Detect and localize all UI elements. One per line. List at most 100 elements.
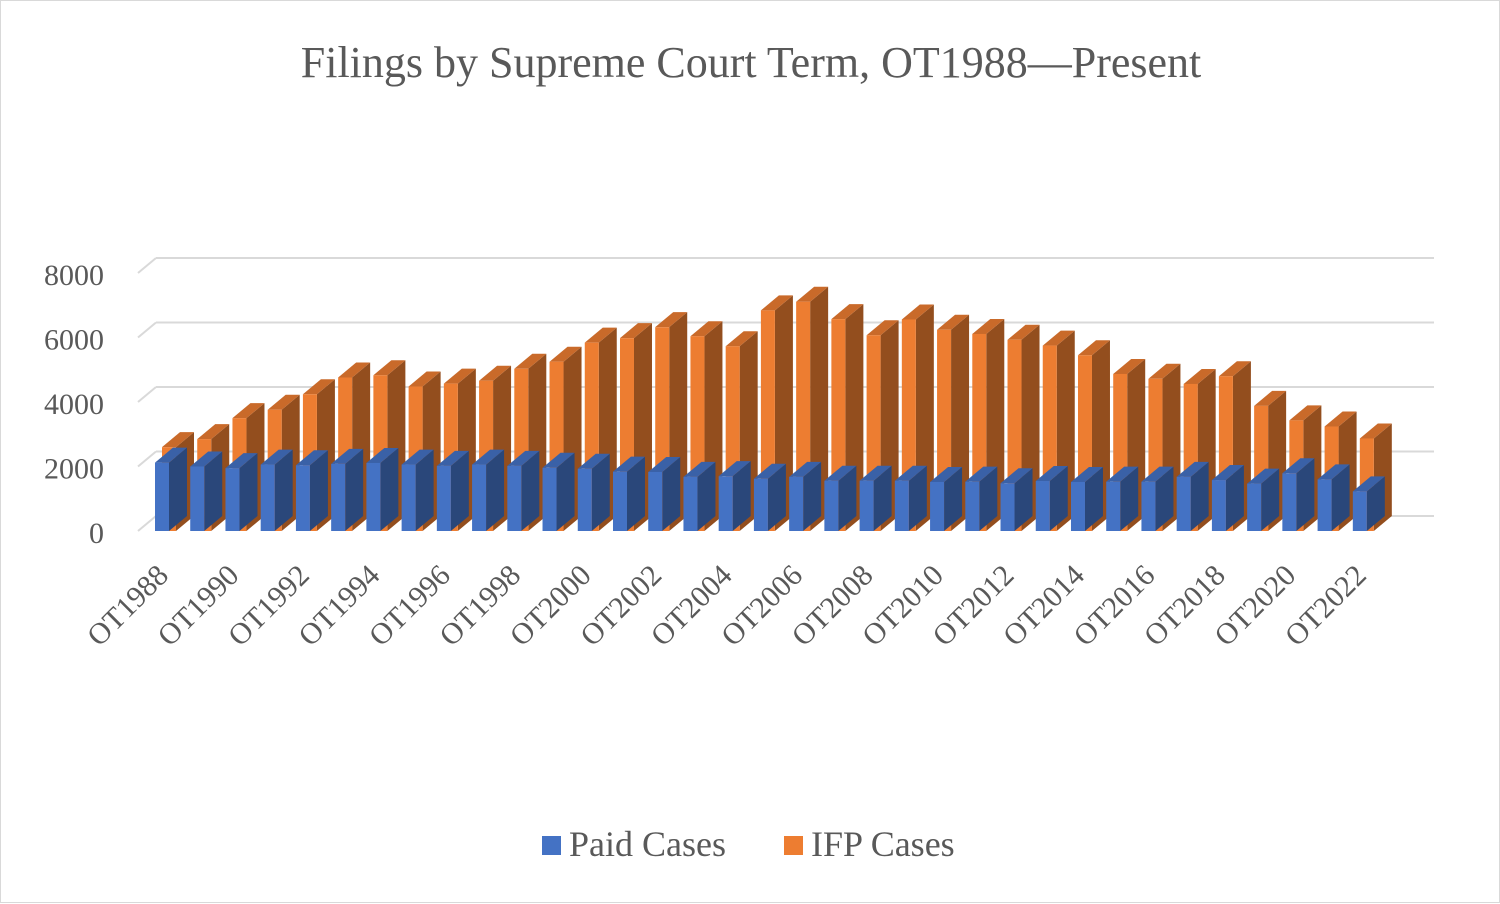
bar-top bbox=[1289, 405, 1322, 421]
bar-front bbox=[894, 480, 909, 531]
paid-bar bbox=[718, 461, 751, 531]
legend: Paid Cases IFP Cases bbox=[542, 824, 955, 864]
bar-side bbox=[556, 452, 575, 531]
bar-top bbox=[1141, 466, 1174, 482]
paid-bar bbox=[577, 453, 610, 531]
bar-top bbox=[1183, 368, 1216, 384]
bar-front bbox=[155, 462, 169, 531]
bar-top bbox=[1176, 461, 1209, 477]
legend-label: IFP Cases bbox=[811, 824, 955, 864]
bar-top bbox=[1317, 464, 1350, 480]
bar-top bbox=[542, 452, 575, 468]
y-tick-label: 2000 bbox=[44, 453, 104, 486]
bar-top bbox=[894, 465, 927, 481]
paid-bar bbox=[366, 447, 399, 531]
bar-top bbox=[1254, 390, 1287, 406]
bar-side bbox=[204, 451, 223, 531]
bar-side bbox=[1261, 468, 1280, 531]
bar-top bbox=[972, 318, 1005, 334]
bar-top bbox=[901, 304, 934, 320]
paid-bar bbox=[507, 450, 540, 531]
x-axis-ticks: OT1988OT1990OT1992OT1994OT1996OT1998OT20… bbox=[81, 559, 1373, 653]
paid-bar bbox=[1317, 464, 1350, 531]
bar-top bbox=[1148, 363, 1181, 379]
bar-front bbox=[1106, 481, 1121, 531]
bar-top bbox=[1035, 466, 1068, 482]
bar-front bbox=[1000, 483, 1015, 531]
paid-bar bbox=[753, 463, 786, 531]
bar-top bbox=[162, 432, 194, 448]
bar-side bbox=[1225, 465, 1244, 531]
bar-top bbox=[584, 327, 617, 343]
bar-side bbox=[274, 449, 293, 531]
bar-front bbox=[1176, 476, 1191, 531]
bar-front bbox=[401, 464, 416, 531]
bar-top bbox=[937, 314, 970, 330]
y-tick-label: 4000 bbox=[44, 388, 104, 421]
bar-top bbox=[577, 453, 610, 469]
bar-side bbox=[838, 465, 857, 531]
bar-top bbox=[331, 448, 364, 464]
bar-front bbox=[225, 468, 240, 531]
bar-side bbox=[239, 453, 258, 531]
bar-top bbox=[965, 466, 998, 482]
bar-side bbox=[1014, 468, 1033, 531]
paid-bar bbox=[612, 456, 645, 531]
bar-front bbox=[930, 481, 945, 531]
bar-top bbox=[472, 449, 505, 465]
paid-bar bbox=[1141, 466, 1174, 531]
bar-front bbox=[1035, 481, 1050, 531]
bar-front bbox=[824, 480, 839, 531]
paid-bar bbox=[1282, 458, 1315, 531]
bar-top bbox=[690, 321, 723, 337]
bar-front bbox=[331, 463, 346, 531]
bar-top bbox=[1106, 466, 1139, 482]
y-axis-ticks: 0 2000 4000 6000 8000 bbox=[44, 259, 104, 550]
bar-side bbox=[1366, 476, 1385, 531]
gridline-depth bbox=[137, 450, 157, 468]
y-tick-label: 0 bbox=[89, 517, 104, 550]
bar-top bbox=[225, 453, 258, 469]
bar-side bbox=[591, 453, 610, 531]
legend-label: Paid Cases bbox=[569, 824, 726, 864]
bar-side bbox=[1084, 466, 1103, 531]
paid-bar bbox=[1035, 466, 1068, 531]
bar-front bbox=[472, 464, 487, 531]
bar-top bbox=[1113, 358, 1146, 374]
bar-side bbox=[380, 447, 399, 531]
paid-bar bbox=[1070, 466, 1103, 531]
paid-bar bbox=[789, 461, 822, 531]
bar-top bbox=[197, 424, 230, 440]
legend-swatch bbox=[542, 836, 561, 855]
bar-side bbox=[944, 466, 963, 531]
bar-side bbox=[1155, 466, 1174, 531]
chart-title: Filings by Supreme Court Term, OT1988—Pr… bbox=[301, 38, 1202, 87]
bar-front bbox=[1141, 481, 1156, 531]
bar-front bbox=[507, 465, 522, 531]
bar-top bbox=[796, 286, 829, 302]
bar-top bbox=[648, 456, 681, 472]
bar-front bbox=[295, 465, 310, 531]
bar-side bbox=[450, 450, 469, 531]
paid-bar bbox=[331, 448, 364, 531]
bar-side bbox=[1049, 466, 1068, 531]
paid-bar bbox=[155, 447, 187, 531]
y-tick-label: 6000 bbox=[44, 324, 104, 357]
bar-top bbox=[366, 447, 399, 463]
bar-top bbox=[683, 461, 716, 477]
bar-top bbox=[1007, 324, 1040, 340]
bar-top bbox=[190, 451, 223, 467]
gridline-depth bbox=[137, 321, 157, 339]
bar-top bbox=[619, 323, 652, 339]
bar-front bbox=[542, 467, 557, 531]
paid-bar bbox=[824, 465, 857, 531]
bar-front bbox=[789, 476, 804, 531]
bar-side bbox=[1296, 458, 1315, 531]
paid-bar bbox=[295, 450, 328, 531]
bar-side bbox=[626, 456, 645, 531]
bar-top bbox=[408, 371, 441, 387]
bar-top bbox=[753, 463, 786, 479]
bar-side bbox=[521, 450, 540, 531]
